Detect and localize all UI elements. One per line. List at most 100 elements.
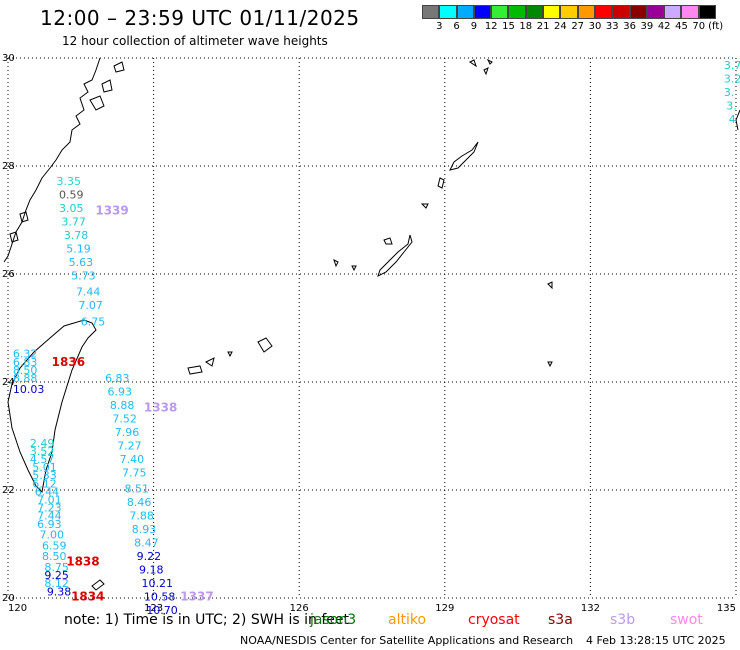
wave-height-value: 8.88 [110, 399, 135, 412]
wave-height-colorbar [422, 5, 717, 21]
wave-height-value: 7.23 [37, 502, 62, 515]
wave-height-value: 6.59 [42, 539, 66, 552]
colorbar-label: 12 [484, 21, 498, 32]
colorbar-label: 24 [554, 21, 567, 32]
wave-height-value: 3.77 [61, 215, 86, 228]
wave-height-value: 3.7 [724, 59, 740, 72]
wave-height-value: 6.93 [107, 386, 132, 399]
colorbar-swatch [422, 5, 440, 19]
wave-height-value: 9.25 [44, 569, 69, 582]
wave-height-value: 5.19 [66, 242, 91, 255]
wave-height-value: 7.01 [37, 494, 62, 507]
colorbar-label: 45 [675, 21, 688, 32]
wave-height-value: 3.05 [59, 202, 84, 215]
colorbar-label: 9 [470, 21, 478, 32]
wave-height-value: 7.88 [129, 510, 154, 523]
wave-height-value: 6.83 [13, 356, 38, 369]
china-coast-islands [9, 61, 125, 243]
east-edge-coast [735, 109, 740, 131]
colorbar-label: 39 [640, 21, 654, 32]
china-coast [3, 57, 101, 263]
lat-tick-label: 30 [2, 53, 15, 64]
colorbar-swatch [577, 5, 595, 19]
wave-height-value: 8.75 [44, 561, 69, 574]
wave-height-value: 8.93 [132, 523, 157, 536]
wave-height-value: 10.58 [144, 591, 176, 604]
wave-height-value: 3.2 [724, 72, 740, 85]
wave-height-value: 7.52 [112, 413, 137, 426]
lat-tick-label: 24 [2, 377, 15, 388]
wave-height-value: 9.38 [47, 585, 72, 598]
wave-height-value: 7.00 [40, 529, 64, 542]
colorbar-label: 30 [588, 21, 602, 32]
wave-height-value: 7.27 [117, 440, 142, 453]
ryukyu-small-islands [91, 58, 553, 591]
colorbar-label: 3 [436, 21, 443, 32]
wave-height-tracks: 3.350.593.053.773.785.195.635.737.447.07… [13, 175, 178, 617]
wave-height-value: 6.44 [35, 485, 60, 498]
pass-cycle-label: 1338 [144, 401, 177, 415]
colorbar-label: 42 [657, 21, 671, 32]
colorbar-swatch [594, 5, 613, 19]
pass-cycle-label: 1838 [66, 555, 99, 569]
wave-height-value: 4 [729, 113, 736, 126]
wave-height-value: 5.73 [71, 269, 96, 282]
graticule: 120 123 126 129 132 135 30 28 26 24 22 20 [2, 53, 737, 614]
edge-values: 3.73.23.3.4 [724, 59, 740, 126]
colorbar-swatch [508, 5, 526, 19]
wave-height-value: 6.12 [32, 477, 57, 490]
satellite-legend-jason3: jason3 [310, 612, 357, 628]
wave-height-value: 7.44 [76, 286, 101, 299]
wave-height-value: 6.83 [105, 372, 130, 385]
footer-note: note: 1) Time is in UTC; 2) SWH is in fe… [64, 612, 350, 628]
satellite-legend-swot: swot [670, 612, 703, 628]
colorbar-label: 15 [502, 21, 515, 32]
wave-height-value: 3.52 [30, 445, 55, 458]
colorbar-swatch [439, 5, 457, 19]
map-subtitle: 12 hour collection of altimeter wave hei… [62, 34, 328, 48]
lon-tick-label: 135 [717, 603, 736, 614]
satellite-legend-s3b: s3b [610, 612, 636, 628]
wave-height-value: 5.01 [32, 461, 57, 474]
wave-height-value: 6.32 [13, 348, 38, 361]
colorbar-swatch [612, 5, 630, 19]
wave-height-value: 8.12 [44, 577, 69, 590]
okinawa-island [377, 234, 413, 277]
wave-height-value: 7.44 [37, 510, 62, 523]
wave-height-value: 7.96 [115, 426, 140, 439]
satellite-legend-cryosat: cryosat [468, 612, 520, 628]
wave-height-value: 10.03 [13, 383, 45, 396]
wave-height-value: 6.93 [37, 518, 62, 531]
lat-tick-label: 20 [2, 593, 15, 604]
taiwan-coast [7, 319, 97, 494]
satellite-legend-s3a: s3a [548, 612, 573, 628]
colorbar-swatch [664, 5, 682, 19]
colorbar-swatch [560, 5, 578, 19]
wave-height-value: 10.70 [146, 604, 178, 617]
wave-height-value: 8.51 [124, 483, 149, 496]
colorbar-swatch [491, 5, 509, 19]
wave-height-value: 8.50 [13, 364, 38, 377]
colorbar-label: 27 [571, 21, 585, 32]
lon-tick-label: 126 [290, 603, 309, 614]
wave-height-value: 6.75 [81, 315, 106, 328]
wave-height-value: 10.21 [141, 577, 173, 590]
lon-tick-label: 123 [144, 603, 163, 614]
lon-tick-label: 132 [581, 603, 600, 614]
cycle-labels: 1339 1338 1836 1838 1834 1337 [52, 204, 214, 604]
colorbar-swatch [681, 5, 699, 19]
colorbar-unit: (ft) [708, 21, 724, 32]
pass-cycle-label: 1834 [71, 590, 104, 604]
wave-height-value: 3. [724, 86, 735, 99]
satellite-legend-altiko: altiko [388, 612, 427, 628]
colorbar-swatch [698, 5, 717, 19]
wave-height-value: 9.22 [137, 550, 162, 563]
pass-cycle-label: 1337 [180, 590, 213, 604]
amami-island [449, 141, 479, 171]
lat-tick-label: 22 [2, 485, 15, 496]
colorbar-swatch [629, 5, 647, 19]
wave-height-value: 3.35 [57, 175, 82, 188]
colorbar-label: 18 [519, 21, 533, 32]
